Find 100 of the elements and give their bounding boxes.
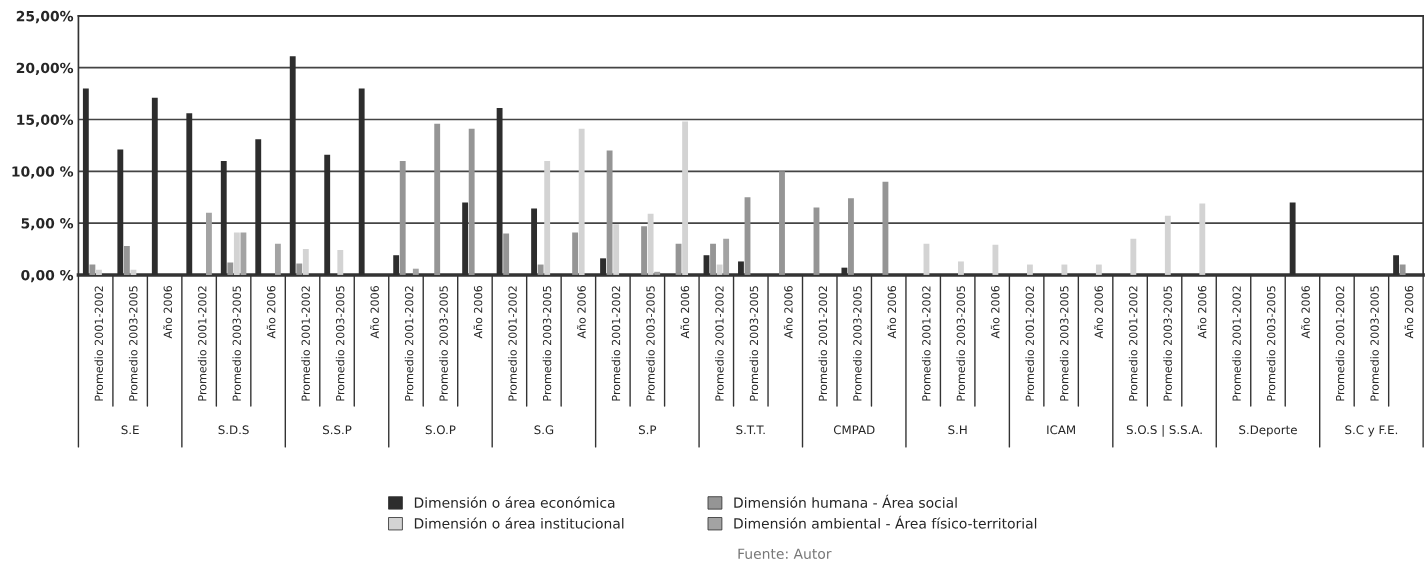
bar — [233, 232, 240, 275]
x-tick-label: Promedio 2003-2005 — [1163, 286, 1172, 401]
source-note: Fuente: Autor — [738, 548, 832, 559]
x-tick-label: Promedio 2001-2002 — [921, 286, 931, 401]
x-tick-label: Año 2006 — [1197, 285, 1207, 339]
bar — [723, 238, 730, 275]
text: S.S.P — [323, 425, 352, 435]
x-tick-label: Promedio 2003-2005 — [232, 286, 241, 401]
y-tick-label: 0,00 % — [21, 269, 74, 283]
x-tick-label: Año 2006 — [1404, 285, 1414, 339]
bar — [537, 264, 544, 275]
legend-label: Dimensión o área institucional — [414, 517, 624, 529]
bar — [606, 150, 613, 275]
bar — [544, 160, 551, 275]
bar — [710, 243, 716, 275]
text: ICAM — [1047, 425, 1075, 435]
x-tick-label: Año 2006 — [680, 285, 690, 339]
bar — [572, 232, 579, 275]
bar — [206, 212, 212, 275]
bar — [302, 249, 309, 275]
x-tick-label: Año 2006 — [266, 285, 276, 339]
bar — [296, 263, 303, 275]
bar — [647, 213, 654, 275]
x-tick-label: Promedio 2003-2005 — [542, 286, 552, 401]
bar — [399, 160, 406, 275]
x-tick-label: Promedio 2001-2002 — [1128, 286, 1138, 401]
text: S.D.S — [218, 425, 249, 435]
bar — [89, 264, 96, 275]
x-tick-label: Año 2006 — [473, 285, 483, 339]
bar — [1061, 264, 1068, 275]
y-tick-label: 20,00% — [16, 62, 74, 75]
bar — [1199, 203, 1206, 275]
x-tick-label: Promedio 2001-2002 — [715, 286, 724, 401]
text: S.E — [121, 425, 139, 435]
x-tick-label: Promedio 2001-2002 — [508, 286, 517, 401]
x-tick-label: Promedio 2001-2002 — [818, 286, 828, 401]
bar — [1095, 264, 1102, 275]
bar — [682, 121, 689, 275]
x-tick-label: Promedio 2001-2002 — [1335, 286, 1345, 401]
bar — [716, 264, 723, 275]
bar — [613, 224, 620, 275]
x-tick-label: Año 2006 — [990, 285, 1000, 339]
x-tick-label: Promedio 2001-2002 — [94, 286, 104, 401]
bar — [654, 271, 661, 275]
bar — [1026, 264, 1033, 275]
bar — [1130, 238, 1137, 275]
x-tick-label: Promedio 2003-2005 — [749, 286, 759, 401]
text: S.T.T. — [736, 425, 765, 435]
x-tick-label: Promedio 2003-2005 — [439, 286, 448, 401]
text: S.O.S | S.S.A. — [1126, 424, 1202, 437]
x-tick-label: Promedio 2001-2002 — [1232, 286, 1241, 401]
x-tick-label: Promedio 2003-2005 — [128, 286, 138, 401]
y-tick-label: 10,00 % — [12, 166, 74, 179]
bar — [123, 245, 130, 275]
bar — [468, 128, 475, 275]
bar — [779, 171, 785, 275]
bar — [958, 261, 964, 275]
x-tick-label: Año 2006 — [163, 285, 172, 339]
bar — [1164, 215, 1171, 275]
x-tick-label: Año 2006 — [887, 285, 897, 339]
y-tick-label: 25,00% — [16, 10, 74, 24]
bar — [1399, 264, 1406, 275]
x-tick-label: Promedio 2003-2005 — [1370, 286, 1379, 401]
x-tick-label: Promedio 2003-2005 — [1059, 286, 1069, 401]
text: S.C y F.E. — [1345, 425, 1398, 437]
legend-label: Dimensión humana - Área social — [734, 494, 957, 508]
x-tick-label: Promedio 2003-2005 — [335, 286, 345, 401]
x-tick-label: Promedio 2003-2005 — [1266, 286, 1276, 401]
bar — [227, 262, 234, 275]
bar — [96, 269, 102, 275]
bar — [578, 128, 585, 275]
x-tick-label: Promedio 2003-2005 — [956, 286, 966, 401]
bar — [992, 244, 999, 275]
text: S.G — [534, 425, 554, 435]
x-tick-label: Año 2006 — [783, 285, 793, 339]
bar — [130, 269, 137, 275]
x-tick-label: Promedio 2001-2002 — [611, 286, 621, 401]
x-tick-label: Promedio 2001-2002 — [197, 286, 207, 401]
y-tick-label: 5,00 % — [21, 218, 74, 231]
text: CMPAD — [833, 425, 875, 435]
x-tick-label: Año 2006 — [1301, 285, 1310, 339]
bar — [434, 123, 441, 275]
x-tick-label: Promedio 2001-2002 — [404, 286, 414, 401]
x-tick-label: Promedio 2001-2002 — [301, 286, 310, 401]
y-tick-label: 15,00% — [17, 114, 74, 127]
bar — [274, 243, 281, 275]
bar — [848, 198, 854, 275]
x-tick-label: Promedio 2003-2005 — [646, 286, 655, 401]
text: S.H — [948, 425, 967, 435]
bar — [503, 233, 510, 275]
bar — [337, 250, 344, 275]
bar — [240, 232, 247, 275]
x-tick-label: Promedio 2003-2005 — [852, 286, 862, 401]
bar — [412, 268, 419, 275]
text: S.O.P — [425, 425, 456, 435]
text: S.Deporte — [1239, 425, 1297, 437]
x-tick-label: Promedio 2001-2002 — [1025, 286, 1034, 401]
x-tick-label: Año 2006 — [576, 285, 586, 339]
text: S.P — [638, 425, 657, 435]
x-tick-label: Año 2006 — [370, 285, 379, 339]
